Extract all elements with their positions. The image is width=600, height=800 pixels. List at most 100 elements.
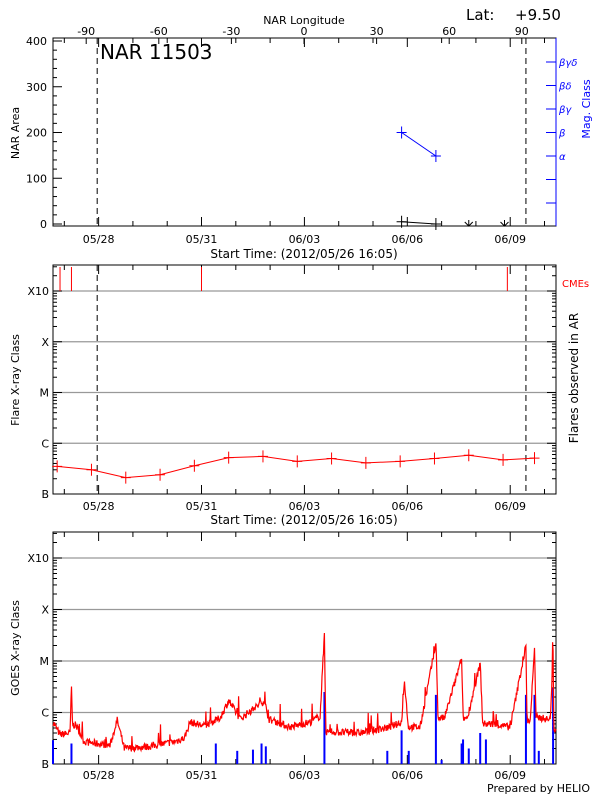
top-tick-label: 30: [370, 25, 384, 38]
mag-class-point: [430, 150, 441, 162]
lat-label: Lat:: [466, 6, 494, 24]
y-tick-label: 0: [40, 218, 47, 231]
top-tick-label: -30: [222, 25, 240, 38]
y-tick-label: M: [40, 655, 50, 668]
panel2-xlabel: Start Time: (2012/05/26 16:05): [210, 513, 397, 527]
flare-point: [498, 453, 509, 466]
panel1-xlabel: Start Time: (2012/05/26 16:05): [210, 247, 397, 261]
y-tick-label: X10: [27, 285, 49, 298]
short-channel-bar: [434, 694, 437, 764]
nar-area-panel: NAR Longitude NAR 11503 NAR Area Mag. Cl…: [9, 14, 593, 261]
short-channel-bar: [552, 687, 555, 764]
plot-frame: [52, 37, 557, 227]
y-tick-label: X: [41, 336, 49, 349]
x-tick-label: 05/31: [186, 233, 218, 246]
x-tick-label: 06/03: [289, 233, 321, 246]
short-channel-bar: [251, 749, 254, 764]
y-tick-label: X: [41, 604, 49, 617]
x-tick-label: 06/03: [289, 769, 321, 782]
short-channel-bar: [400, 730, 403, 764]
area-point: [430, 218, 441, 230]
x-tick-label: 06/06: [391, 500, 423, 513]
flare-point: [360, 456, 371, 469]
area-line: [401, 221, 436, 225]
top-tick-label: 60: [442, 25, 456, 38]
goes-xray-panel: GOES X-ray Class B C M X X10 05/28 05/31 06/03 0…: [9, 531, 557, 782]
panel1-ylabel-right: Mag. Class: [580, 79, 593, 138]
short-channel-bar: [537, 750, 540, 764]
x-tick-label: 05/31: [186, 500, 218, 513]
x-tick-label: 06/06: [391, 233, 423, 246]
flare-point: [189, 459, 200, 472]
flare-point: [326, 452, 337, 465]
short-channel-bar: [462, 739, 465, 764]
y-tick-label: C: [41, 707, 49, 720]
x-tick-label: 06/03: [289, 500, 321, 513]
short-channel-bar: [236, 750, 239, 764]
short-channel-bar: [467, 748, 470, 764]
y-tick-label: X10: [27, 552, 49, 565]
flare-point: [395, 455, 406, 468]
flare-point: [257, 450, 268, 463]
panel1-title: NAR 11503: [100, 40, 213, 64]
mag-class-point: [396, 126, 407, 139]
short-channel-bar: [214, 743, 217, 764]
y-tick-label: M: [40, 387, 50, 400]
short-channel-bar: [407, 750, 410, 764]
credit-text: Prepared by HELIO: [487, 782, 590, 795]
missing-arrow-marker: [464, 220, 474, 227]
y-tick-label: 300: [26, 81, 47, 94]
flare-class-panel: Flare X-ray Class Flares observed in AR …: [9, 264, 589, 527]
flare-point: [292, 455, 303, 468]
flare-point: [429, 452, 440, 465]
short-channel-bar: [524, 694, 527, 764]
panel2-ylabel: Flare X-ray Class: [9, 334, 22, 426]
top-axis-label: NAR Longitude: [263, 14, 345, 27]
x-tick-label: 05/28: [83, 500, 115, 513]
goes-long-channel-line: [52, 632, 557, 753]
y-tick-label: 100: [26, 172, 47, 185]
mag-tick-label: β: [558, 129, 566, 140]
x-tick-label: 05/28: [83, 233, 115, 246]
flare-point: [223, 451, 234, 464]
flare-point: [529, 452, 540, 465]
short-channel-bar: [70, 743, 73, 764]
area-point: [396, 215, 407, 228]
x-tick-label: 05/31: [186, 769, 218, 782]
panel3-ylabel: GOES X-ray Class: [9, 600, 22, 696]
flare-class-line: [57, 454, 535, 479]
flare-point: [86, 463, 97, 476]
lat-value: +9.50: [515, 6, 561, 24]
missing-arrow-marker: [500, 220, 509, 227]
y-tick-label: C: [41, 437, 49, 450]
short-channel-bar: [533, 694, 536, 764]
top-tick-label: 90: [515, 25, 529, 38]
mag-class-line: [401, 132, 437, 157]
short-channel-bar: [52, 740, 54, 764]
mag-tick-label: α: [559, 152, 566, 163]
top-tick-label: -90: [77, 25, 95, 38]
y-tick-label: B: [41, 758, 49, 771]
cme-label: CMEs: [562, 279, 589, 290]
short-channel-bar: [264, 746, 267, 764]
short-channel-bar: [386, 750, 389, 764]
plot-frame: [52, 264, 557, 495]
y-tick-label: 200: [26, 127, 47, 140]
y-tick-label: B: [41, 488, 49, 501]
short-channel-bar: [460, 743, 463, 764]
short-channel-bar: [479, 732, 482, 764]
top-tick-label: -60: [150, 25, 168, 38]
y-tick-label: 400: [26, 35, 47, 48]
short-channel-bar: [484, 739, 487, 764]
mag-tick-label: βδ: [558, 82, 572, 93]
short-channel-bar: [323, 692, 326, 764]
mag-tick-label: βγδ: [558, 58, 577, 69]
flare-point: [120, 471, 131, 484]
x-tick-label: 06/06: [391, 769, 423, 782]
short-channel-bar: [440, 759, 443, 764]
flare-point: [155, 468, 166, 481]
x-tick-label: 06/09: [494, 769, 526, 782]
x-tick-label: 06/09: [494, 500, 526, 513]
x-tick-label: 05/28: [83, 769, 115, 782]
